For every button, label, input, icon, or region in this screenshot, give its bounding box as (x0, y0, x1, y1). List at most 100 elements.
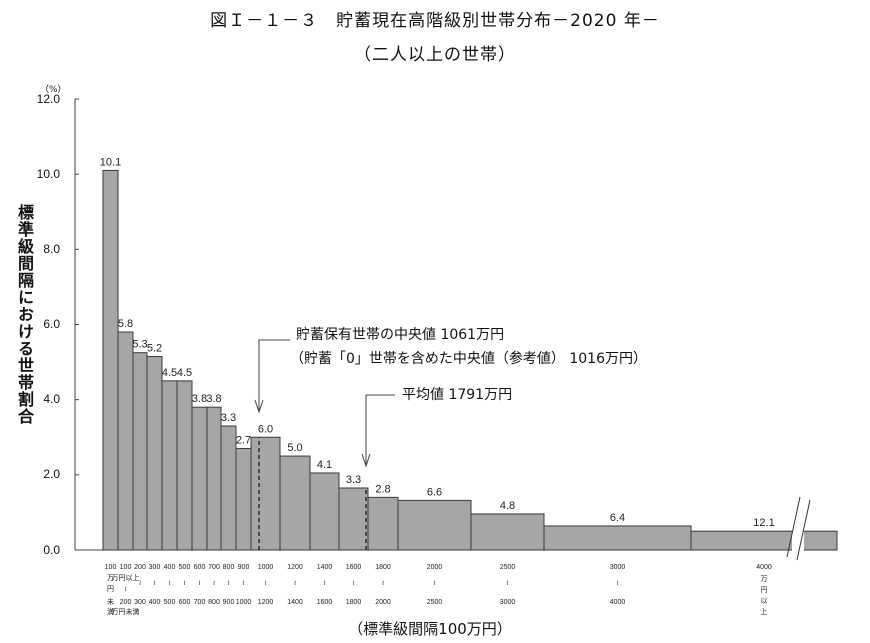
x-tick-top: 1800 (375, 564, 391, 571)
mean-annotation: 平均値 1791万円 (402, 387, 513, 403)
axis-break-mark (786, 496, 801, 558)
x-tick-bottom: 800 (208, 599, 220, 606)
x-tick-mid: ≀ (382, 579, 385, 587)
y-axis-label: 標準級間隔における世帯割合 (15, 204, 34, 425)
x-tick-mid: ≀ (168, 579, 171, 587)
bar-value-label: 2.7 (236, 435, 251, 447)
bar-value-label: 6.0 (258, 423, 273, 435)
x-tick-mid: ≀ (323, 579, 326, 587)
x-tick-mid: ≀ (506, 579, 509, 587)
x-tick-top: 400 (164, 564, 176, 571)
x-tick-mid: ≀ (433, 579, 436, 587)
bar-value-label: 6.4 (610, 512, 625, 524)
x-tick-bottom: 700 (194, 599, 206, 606)
x-tick-bottom: 500 (164, 599, 176, 606)
bar-value-label: 6.6 (427, 486, 442, 498)
y-tick-label: 12.0 (36, 92, 60, 106)
x-tick-top: 1400 (317, 564, 333, 571)
median-arrowhead-icon (254, 399, 264, 414)
bar (367, 496, 399, 551)
x-tick-mid: 円 (107, 585, 114, 593)
y-tick-label: 6.0 (43, 317, 60, 331)
x-tick-mid: ≀ (264, 579, 267, 587)
x-tick-labels: 100万円未満100万円以上≀200万円未満200≀300300≀400400≀… (105, 564, 772, 616)
bar-value-label: 5.8 (118, 318, 133, 330)
bar (235, 448, 252, 551)
x-tick-mid: 万 (761, 575, 768, 583)
x-tick-mid: 上 (761, 607, 768, 616)
x-tick-top: 600 (194, 564, 206, 571)
x-tick-top: 100 (120, 564, 132, 571)
x-tick-mid: 万 (107, 574, 114, 582)
x-tick-bottom: 1400 (287, 599, 303, 606)
x-axis-label: （標準級間隔100万円） (348, 620, 512, 638)
x-tick-bottom: 900 (223, 599, 235, 606)
x-tick-bottom: 1200 (258, 599, 274, 606)
bars-group: 10.15.85.3 5.24.5 4.53.8 3.83.32.76.05.04.1… (100, 156, 838, 561)
bar (250, 436, 281, 551)
x-tick-top: 2500 (500, 564, 516, 571)
bar-value-label: 2.8 (375, 483, 390, 495)
x-tick-top: 100 (105, 564, 117, 571)
bar (338, 487, 369, 551)
x-tick-bottom: 4000 (610, 599, 626, 606)
x-tick-top: 300 (149, 564, 161, 571)
bar (690, 530, 838, 551)
median-annotation-line2: （貯蓄「0」世帯を含めた中央値（参考値） 1016万円） (290, 351, 647, 367)
y-tick-label: 8.0 (43, 242, 60, 256)
x-tick-mid: ≀ (227, 579, 230, 587)
x-tick-top: 200 (134, 564, 146, 571)
median-annotation-line1: 貯蓄保有世帯の中央値 1061万円 (296, 327, 505, 343)
x-tick-bottom: 2000 (375, 599, 391, 606)
x-tick-mid: 万円以上 (112, 573, 140, 582)
x-tick-mid: ≀ (139, 579, 142, 587)
x-tick-bottom: 1600 (317, 599, 333, 606)
x-tick-mid: ≀ (198, 579, 201, 587)
bar (161, 380, 178, 551)
bar-value-label: 3.3 (221, 412, 236, 424)
x-tick-top: 3000 (610, 564, 626, 571)
bar (132, 352, 148, 551)
x-tick-mid: ≀ (242, 579, 245, 587)
x-tick-bottom: 600 (179, 599, 191, 606)
x-tick-mid: ≀ (352, 579, 355, 587)
x-tick-top: 500 (179, 564, 191, 571)
bar-value-label: 10.1 (100, 156, 121, 168)
bar (102, 169, 119, 551)
bar (309, 472, 340, 551)
x-tick-top: 700 (208, 564, 220, 571)
bar-value-label: 4.5 (162, 367, 177, 379)
chart-subtitle: （二人以上の世帯） (354, 45, 516, 65)
x-tick-top: 1600 (346, 564, 362, 571)
bar (191, 406, 208, 551)
bar-value-label: 3.8 (192, 393, 207, 405)
y-tick-label: 4.0 (43, 392, 60, 406)
x-tick-top: 800 (223, 564, 235, 571)
bar (117, 331, 134, 551)
y-tick-label: 0.0 (43, 543, 60, 557)
marker-lines (254, 339, 395, 550)
bar-value-label: 3.3 (346, 474, 361, 486)
y-tick-label: 2.0 (43, 467, 60, 481)
x-tick-mid: 以 (761, 597, 768, 605)
x-tick-mid: 円 (761, 586, 768, 594)
axis-break-gap (792, 505, 804, 560)
x-tick-bottom: 満 (107, 608, 114, 616)
bar-value-label: 12.1 (753, 517, 774, 529)
x-tick-bottom: 未 (107, 597, 114, 606)
x-tick-top: 1000 (258, 564, 274, 571)
x-tick-bottom: 300 (134, 599, 146, 606)
bar-value-label: 3.8 (206, 393, 221, 405)
bar-value-label: 5.0 (287, 442, 302, 454)
x-tick-top: 900 (238, 564, 250, 571)
x-tick-mid: ≀ (124, 585, 127, 593)
bar (176, 380, 193, 551)
x-tick-mid: ≀ (616, 579, 619, 587)
bar-value-label: 4.1 (317, 459, 332, 471)
mean-arrowhead-icon (361, 453, 371, 468)
median-arrow-line (258, 339, 290, 412)
bar-value-label: 4.8 (500, 500, 515, 512)
y-axis-unit: （%） (40, 85, 67, 95)
y-tick-label: 10.0 (36, 167, 60, 181)
